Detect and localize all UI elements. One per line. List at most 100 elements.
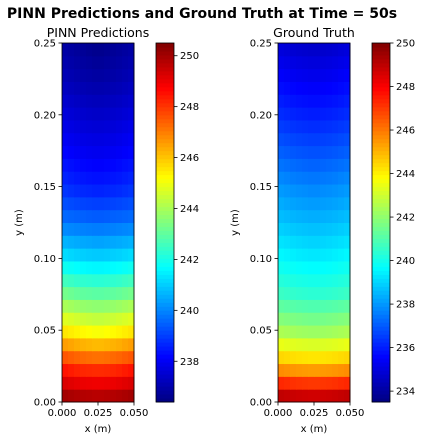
heatmap-cell [302, 209, 309, 223]
heatmap-cell [308, 325, 315, 339]
heatmap-cell [302, 55, 309, 70]
colorbar-segment [372, 62, 390, 68]
colorbar-segment [156, 310, 174, 315]
heatmap-cell [68, 389, 75, 403]
colorbar-segment [372, 122, 390, 128]
heatmap-cell [116, 81, 123, 95]
colorbar-segment [372, 374, 390, 379]
heatmap-cell [326, 158, 333, 172]
heatmap-cell [302, 222, 309, 236]
heatmap-cell [290, 43, 297, 57]
colorbar-segment [372, 182, 390, 188]
heatmap-cell [278, 43, 285, 57]
colorbar-tick-label: 236 [396, 343, 415, 354]
heatmap-cell [110, 68, 117, 82]
heatmap-cell [128, 299, 135, 313]
heatmap-cell [86, 196, 93, 211]
heatmap-cell [302, 260, 309, 275]
heatmap-cell [80, 196, 87, 211]
heatmap-cell [110, 209, 117, 223]
colorbar-segment [156, 126, 174, 132]
colorbar-segment [156, 218, 174, 223]
heatmap-cell [308, 81, 315, 95]
heatmap-cell [278, 94, 285, 108]
heatmap-cell [314, 184, 321, 198]
heatmap-cell [104, 260, 111, 275]
heatmap-cell [290, 299, 297, 313]
heatmap-cell [320, 119, 327, 134]
x-tick-label: 0.000 [264, 408, 293, 419]
colorbar-segment [372, 386, 390, 391]
colorbar-segment [372, 202, 390, 208]
heatmap-cell [92, 260, 99, 275]
heatmap-cell [320, 107, 327, 121]
heatmap-cell [338, 81, 345, 95]
heatmap-cell [98, 209, 105, 223]
colorbar-segment [372, 286, 390, 291]
heatmap-cell [290, 158, 297, 172]
heatmap-cell [290, 248, 297, 262]
heatmap-cell [290, 94, 297, 108]
colorbar-segment [156, 334, 174, 339]
heatmap-cell [344, 158, 351, 172]
colorbar-segment [372, 234, 390, 239]
heatmap-cell [338, 376, 345, 390]
colorbar-tick-label: 240 [396, 256, 415, 267]
heatmap-cell [338, 209, 345, 223]
heatmap-cell [320, 312, 327, 326]
heatmap-cell [284, 43, 291, 57]
heatmap-cell [98, 158, 105, 172]
heatmap-cell [326, 260, 333, 275]
heatmap-cell [338, 350, 345, 365]
heatmap-cell [98, 68, 105, 82]
heatmap-cell [302, 376, 309, 390]
heatmap-cell [314, 325, 321, 339]
heatmap-cell [92, 81, 99, 95]
heatmap-cell [284, 376, 291, 390]
heatmap-cell [110, 132, 117, 147]
heatmap-cell [68, 312, 75, 326]
heatmap-cell [122, 260, 129, 275]
heatmap-cell [326, 81, 333, 95]
colorbar-segment [156, 350, 174, 355]
heatmap-cell [128, 81, 135, 95]
colorbar-segment [372, 66, 390, 72]
heatmap-cell [332, 248, 339, 262]
heatmap-cell [290, 68, 297, 82]
colorbar-segment [156, 318, 174, 323]
heatmap-cell [296, 171, 303, 185]
y-tick-label: 0.10 [250, 254, 272, 265]
heatmap-cell [332, 145, 339, 159]
heatmap-cell [98, 350, 105, 365]
heatmap-cell [128, 350, 135, 365]
heatmap-cell [104, 68, 111, 82]
heatmap-cell [104, 209, 111, 223]
colorbar-tick-label: 250 [396, 39, 415, 50]
heatmap-cell [326, 376, 333, 390]
colorbar-segment [156, 242, 174, 247]
heatmap-cell [290, 273, 297, 288]
heatmap-cell [278, 132, 285, 147]
heatmap-cell [308, 145, 315, 159]
heatmap-cell [284, 389, 291, 403]
heatmap-cell [296, 376, 303, 390]
heatmap-cell [128, 145, 135, 159]
heatmap-cell [92, 312, 99, 326]
heatmap-cell [338, 94, 345, 108]
colorbar-segment [372, 390, 390, 395]
heatmap-cell [74, 81, 81, 95]
heatmap-cell [344, 171, 351, 185]
colorbar-segment [156, 390, 174, 395]
heatmap-cell [332, 389, 339, 403]
colorbar-segment [372, 218, 390, 223]
heatmap-cell [128, 273, 135, 288]
colorbar-segment [156, 230, 174, 235]
heatmap-cell [332, 350, 339, 365]
heatmap-cell [128, 222, 135, 236]
colorbar-segment [156, 322, 174, 327]
colorbar-segment [372, 318, 390, 323]
colorbar-segment [372, 90, 390, 96]
heatmap-cell [332, 94, 339, 108]
y-tick-label: 0.15 [34, 182, 56, 193]
heatmap-cell [326, 337, 333, 352]
